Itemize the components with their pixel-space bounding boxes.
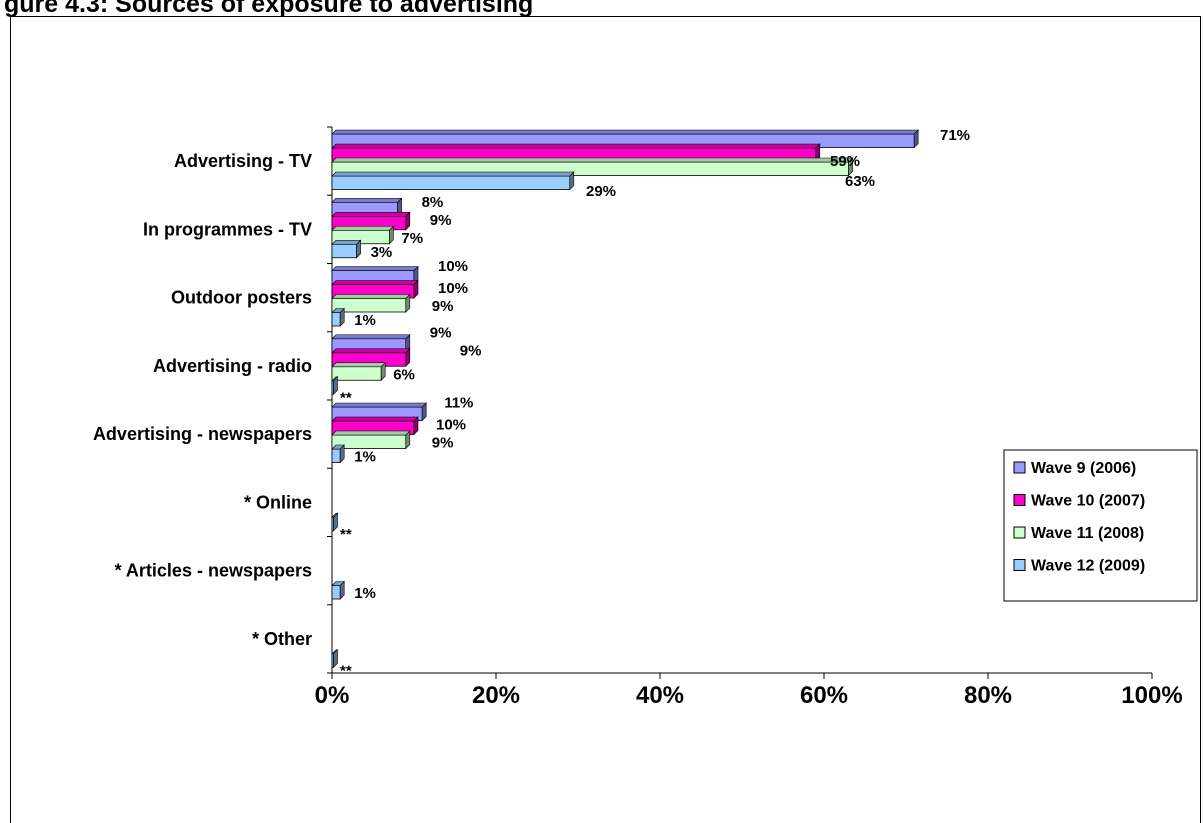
data-label: 71% <box>940 127 970 144</box>
data-label: 9% <box>460 342 482 359</box>
legend-label: Wave 9 (2006) <box>1031 460 1136 477</box>
chart-bars <box>331 129 919 668</box>
bar-top <box>331 376 339 382</box>
x-tick-label: 60% <box>800 682 848 709</box>
bar-top <box>331 308 345 313</box>
category-label: * Online <box>244 492 312 512</box>
data-label: 9% <box>430 324 452 341</box>
bar-top <box>331 334 411 340</box>
x-axis-ticks: 0% 20% 40% 60% 80% 100% <box>315 673 1183 709</box>
bar <box>331 175 571 190</box>
bar-top <box>331 430 411 436</box>
page-title: gure 4.3: Sources of exposure to adverti… <box>4 0 534 18</box>
category-label: Advertising - radio <box>153 356 312 376</box>
bar-top <box>331 402 427 408</box>
data-label: 3% <box>371 244 393 261</box>
legend-box <box>1003 449 1198 602</box>
bar-top <box>331 294 411 299</box>
bar-top <box>331 239 362 245</box>
bar-top <box>331 649 339 655</box>
category-label: Outdoor posters <box>171 288 312 308</box>
data-label: 8% <box>422 194 444 211</box>
category-label: * Other <box>252 629 312 649</box>
chart-frame <box>10 16 1201 823</box>
category-label: In programmes - TV <box>143 219 312 239</box>
legend-swatch <box>1013 526 1026 539</box>
bar-top <box>331 416 419 422</box>
legend-swatch <box>1013 461 1026 474</box>
data-label: 63% <box>845 173 875 190</box>
bar <box>331 312 341 327</box>
x-tick-label: 20% <box>472 682 520 709</box>
data-label: 29% <box>586 183 616 200</box>
legend-swatch <box>1013 494 1026 506</box>
chart-axes <box>327 126 1152 674</box>
data-label: 10% <box>436 417 466 434</box>
bar-top <box>331 280 419 285</box>
data-label: 1% <box>354 312 376 329</box>
bar-top <box>331 157 854 163</box>
bar <box>331 585 341 600</box>
bar-top <box>331 143 821 149</box>
bar-top <box>331 348 411 354</box>
data-label: 9% <box>430 212 452 229</box>
data-label: ** <box>340 526 352 543</box>
bar-top <box>331 225 395 231</box>
bar-top <box>331 129 919 135</box>
data-label: ** <box>340 662 352 679</box>
x-tick-label: 100% <box>1121 682 1182 709</box>
bar <box>331 366 382 381</box>
data-label: 1% <box>354 585 376 602</box>
bar <box>331 243 358 259</box>
x-tick-label: 0% <box>315 682 350 709</box>
x-tick-label: 40% <box>636 682 684 709</box>
bar-top <box>331 197 403 203</box>
category-labels: Advertising - TV In programmes - TV Outdoo… <box>93 151 312 649</box>
category-label: Advertising - TV <box>174 151 312 171</box>
data-label: 7% <box>401 230 423 247</box>
data-label: 9% <box>432 435 454 452</box>
legend-label: Wave 10 (2007) <box>1031 493 1145 510</box>
legend-label: Wave 12 (2009) <box>1031 558 1145 575</box>
bar-top <box>331 512 339 518</box>
data-label: ** <box>340 389 352 406</box>
data-label: 10% <box>438 280 468 297</box>
bar-top <box>331 444 345 450</box>
data-label: 10% <box>438 258 468 275</box>
data-label: 1% <box>354 449 376 466</box>
data-label: 11% <box>444 395 473 412</box>
legend-swatch <box>1013 559 1026 571</box>
legend-label: Wave 11 (2008) <box>1031 525 1144 542</box>
bar-top <box>331 211 411 217</box>
data-label: 6% <box>393 366 415 383</box>
category-label: * Articles - newspapers <box>115 561 312 581</box>
bar-top <box>331 171 575 177</box>
data-label: 59% <box>830 153 860 170</box>
data-label: 9% <box>432 298 454 315</box>
bar <box>331 448 341 463</box>
x-tick-label: 80% <box>964 682 1012 709</box>
bar-top <box>331 266 419 271</box>
bar-top <box>331 581 345 586</box>
data-labels: 71%59%63%29%8%9%7%3%10%10%9%1%9%9%6%** 11… <box>340 127 970 679</box>
bar-top <box>331 362 386 368</box>
chart-legend: Wave 9 (2006) Wave 10 (2007) Wave 11 (2008… <box>1003 449 1198 602</box>
category-label: Advertising - newspapers <box>93 424 312 444</box>
